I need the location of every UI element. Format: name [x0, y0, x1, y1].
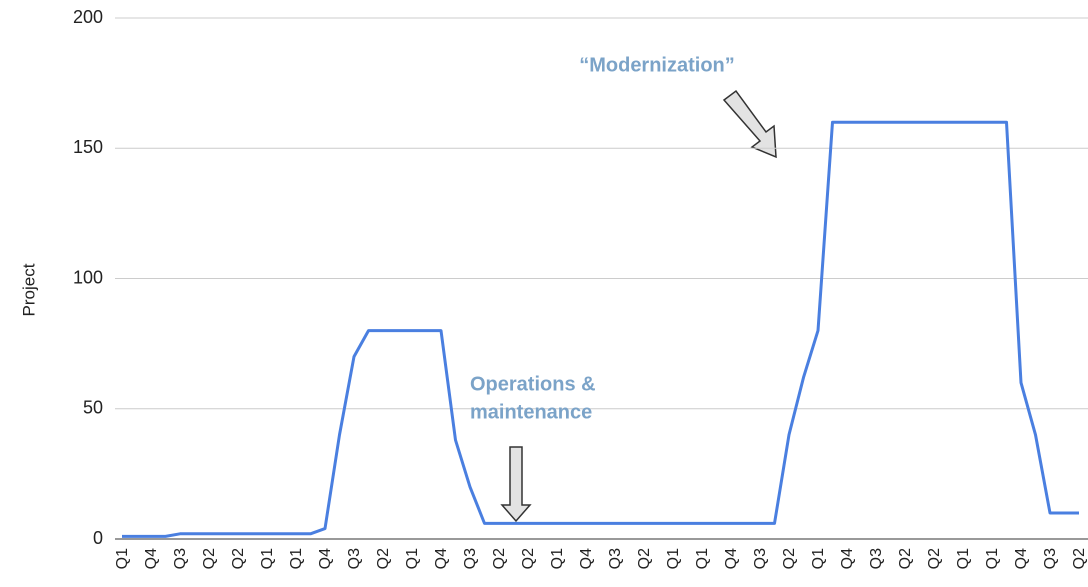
x-tick-label: Q3: [607, 548, 624, 569]
x-tick-label: Q4: [839, 548, 856, 569]
x-tick-label: Q4: [723, 548, 740, 569]
y-tick-label: 100: [73, 267, 103, 287]
x-tick-label: Q2: [897, 548, 914, 569]
x-tick-label: Q3: [172, 548, 189, 569]
x-tick-label: Q4: [1013, 548, 1030, 569]
x-tick-label: Q1: [114, 548, 131, 569]
x-tick-label: Q2: [636, 548, 653, 569]
y-tick-label: 50: [83, 398, 103, 418]
annotation: “Modernization”: [579, 54, 735, 76]
x-tick-label: Q2: [520, 548, 537, 569]
x-tick-label: Q1: [810, 548, 827, 569]
arrow: [722, 89, 777, 159]
x-tick-label: Q4: [433, 548, 450, 569]
x-tick-label: Q1: [984, 548, 1001, 569]
x-tick-label: Q4: [317, 548, 334, 569]
y-tick-label: 150: [73, 137, 103, 157]
x-tick-label: Q3: [346, 548, 363, 569]
x-tick-label: Q2: [375, 548, 392, 569]
annotation: maintenance: [470, 401, 592, 423]
x-tick-label: Q1: [694, 548, 711, 569]
x-tick-label: Q1: [404, 548, 421, 569]
x-tick-label: Q2: [491, 548, 508, 569]
annotation: Operations &: [470, 373, 596, 395]
x-tick-label: Q2: [201, 548, 218, 569]
x-tick-label: Q3: [752, 548, 769, 569]
x-tick-label: Q1: [549, 548, 566, 569]
x-tick-label: Q2: [781, 548, 798, 569]
x-tick-label: Q4: [578, 548, 595, 569]
line: [122, 120, 1079, 538]
y-axis-label: Project: [19, 263, 38, 316]
x-tick-label: Q3: [462, 548, 479, 569]
x-tick-label: Q2: [926, 548, 943, 569]
x-tick-label: Q1: [288, 548, 305, 569]
x-tick-label: Q1: [665, 548, 682, 569]
x-tick-label: Q1: [955, 548, 972, 569]
x-tick-label: Q2: [230, 548, 247, 569]
x-tick-label: Q2: [1071, 548, 1088, 569]
x-tick-label: Q3: [868, 548, 885, 569]
y-tick-label: 200: [73, 7, 103, 27]
y-tick-label: 0: [93, 528, 103, 548]
x-tick-label: Q4: [143, 548, 160, 569]
x-tick-label: Q3: [1042, 548, 1059, 569]
x-tick-label: Q1: [259, 548, 276, 569]
arrow: [500, 446, 532, 523]
